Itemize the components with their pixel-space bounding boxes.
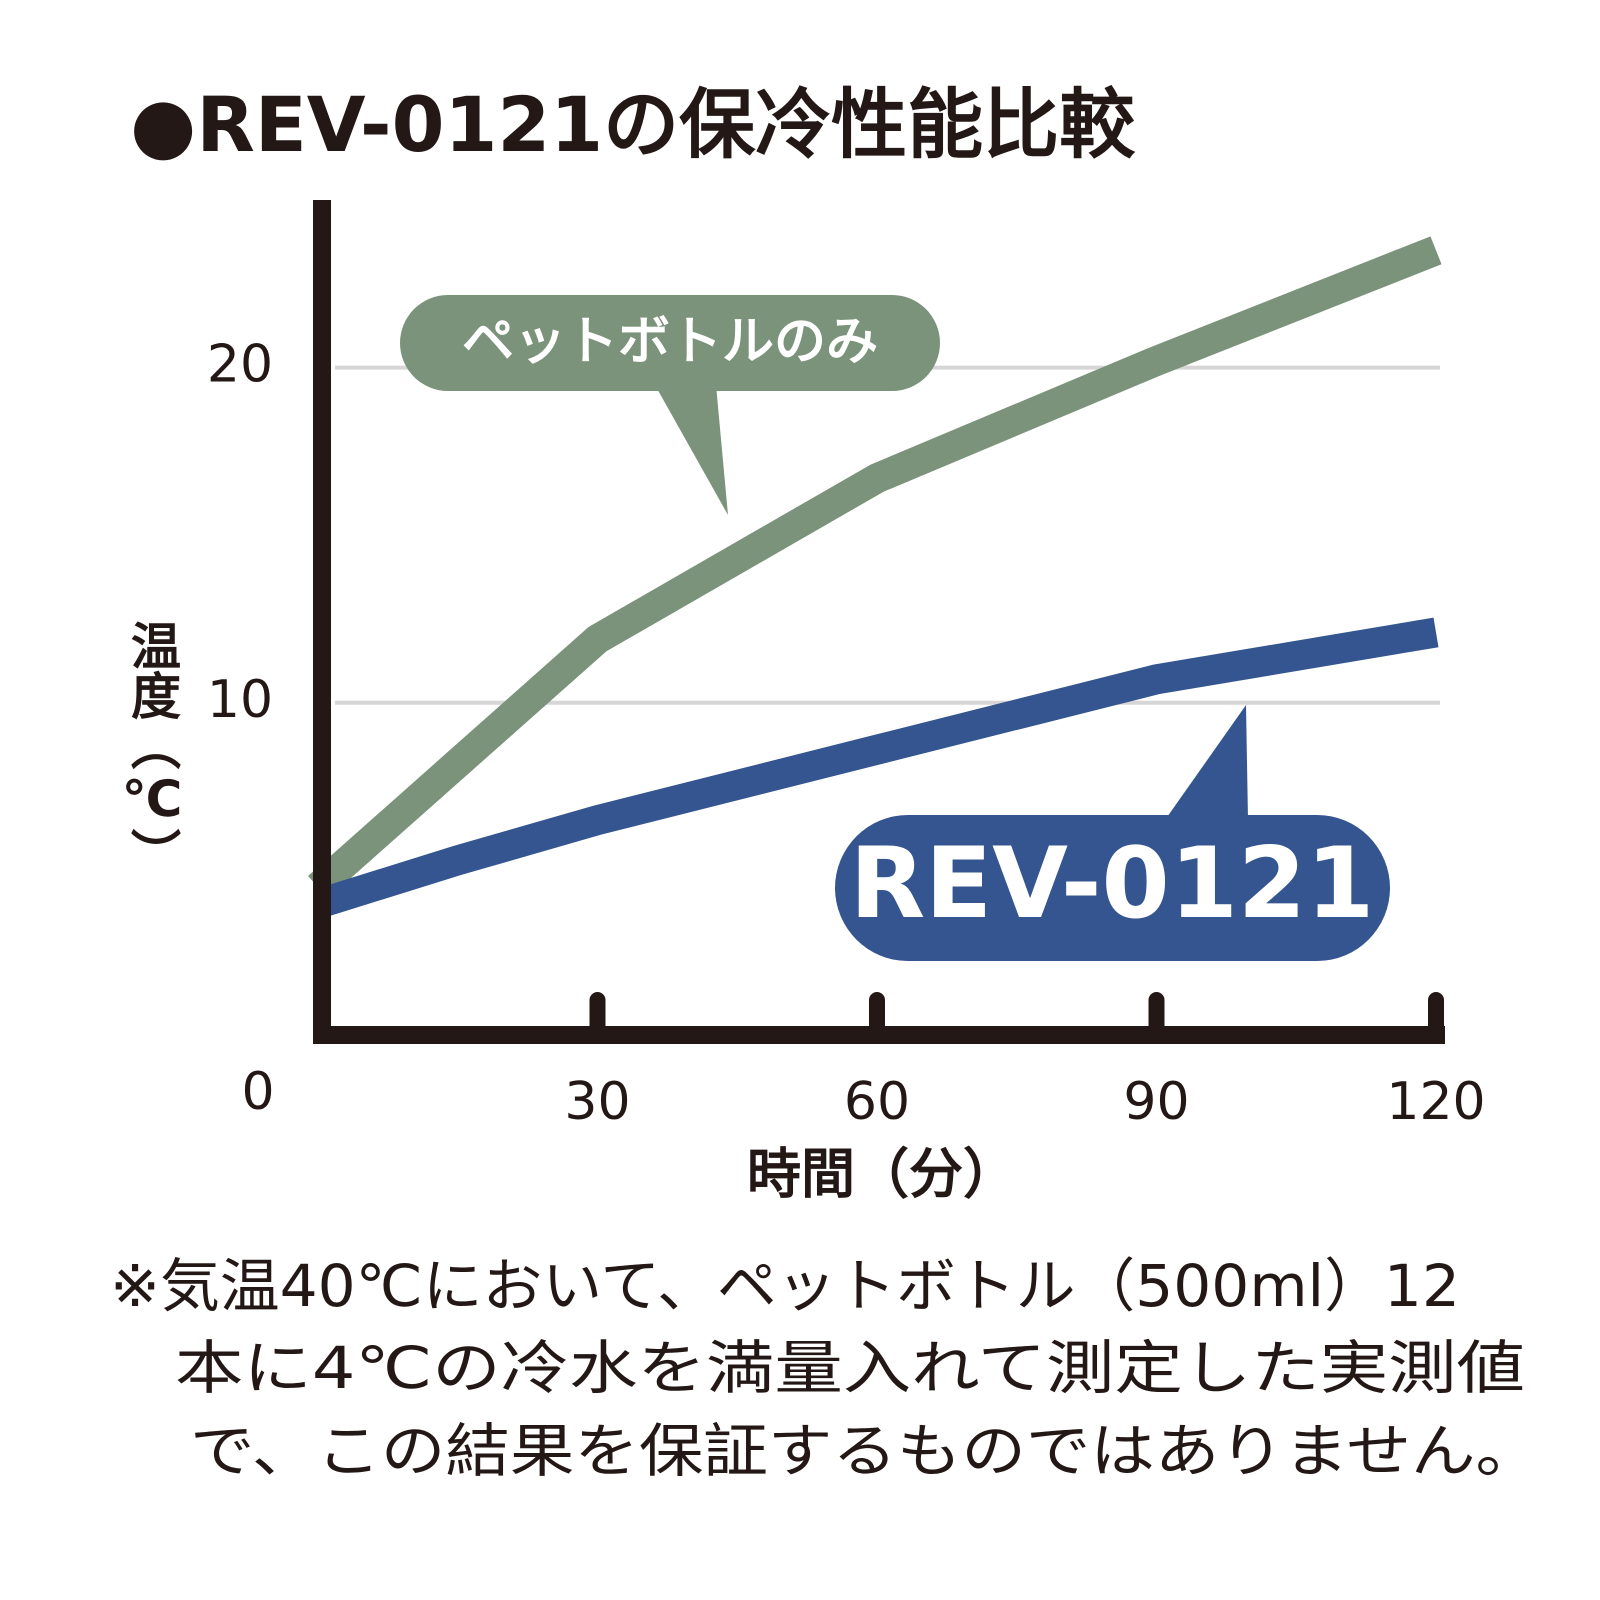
x-tick-label: 30: [564, 1072, 630, 1132]
x-tick-label: 0: [241, 1062, 274, 1122]
note: ※気温40℃において、ペットボトル（500ml）12 本に4℃の冷水を満量入れて測…: [110, 1252, 1540, 1485]
y-tick-label: 10: [207, 670, 273, 730]
chart-title: ●REV-0121の保冷性能比較: [130, 80, 1136, 169]
x-axis-label: 時間（分）: [747, 1143, 1017, 1206]
note-line: ※気温40℃において、ペットボトル（500ml）12: [110, 1252, 1460, 1320]
x-tick-label: 120: [1386, 1072, 1485, 1132]
x-ticks: 0 30 60 90 120: [241, 992, 1486, 1132]
y-tick-label: 20: [207, 335, 273, 395]
legend-label: ペットボトルのみ: [462, 312, 878, 372]
note-line: で、この結果を保証するものではありません。: [190, 1417, 1540, 1485]
legend-label: REV-0121: [850, 827, 1375, 941]
callout-blue: REV-0121: [835, 705, 1390, 961]
callout-green: ペットボトルのみ: [400, 295, 940, 515]
y-axis-label: 温度（℃）: [123, 620, 181, 878]
x-tick-label: 90: [1123, 1072, 1189, 1132]
series-line: [308, 236, 1442, 899]
note-line: 本に4℃の冷水を満量入れて測定した実測値: [175, 1334, 1525, 1402]
x-tick-label: 60: [844, 1072, 910, 1132]
plot-area: [308, 236, 1442, 919]
series-line: [313, 617, 1439, 919]
